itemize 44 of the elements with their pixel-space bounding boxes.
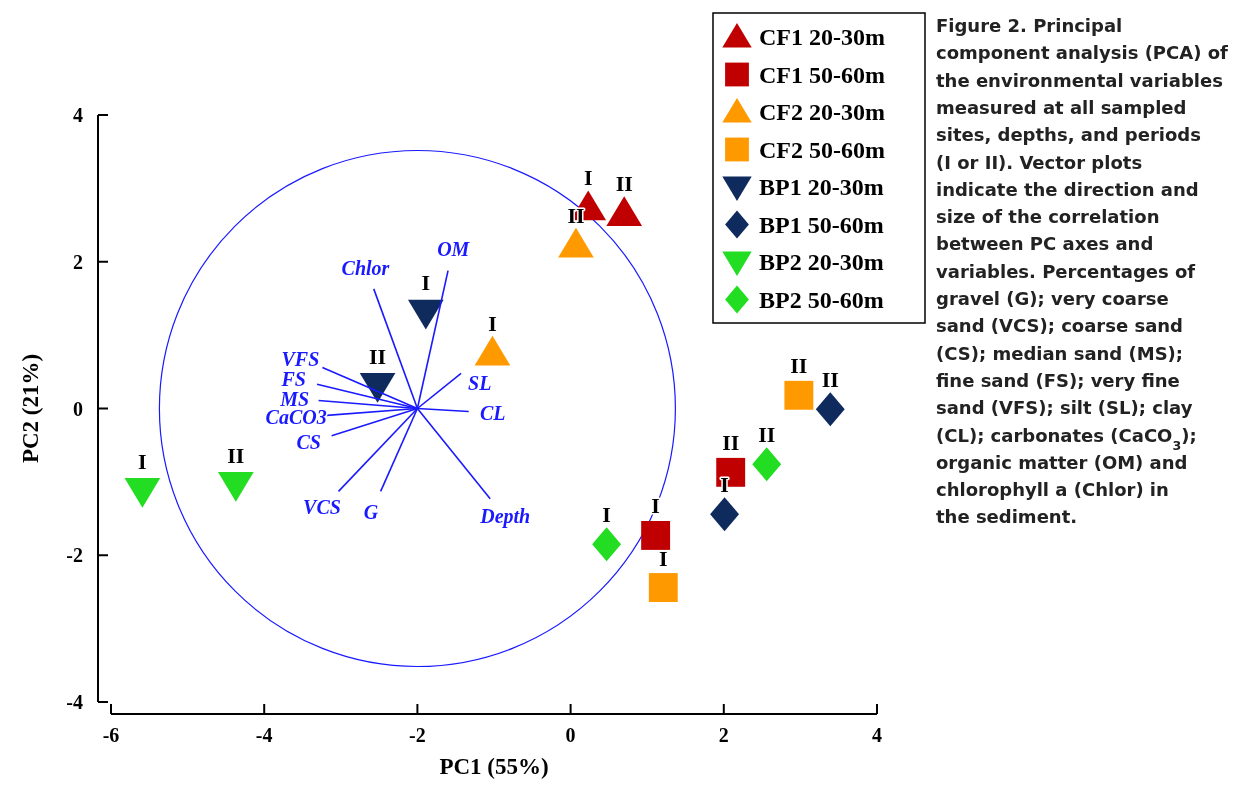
series-label: Depth	[479, 504, 531, 528]
legend-label: CF1 50-60m	[759, 61, 885, 88]
series-label: CS	[296, 431, 321, 454]
y-tick-label: 0	[73, 397, 83, 420]
y-tick-label: 4	[73, 104, 83, 126]
series-label: SL	[468, 372, 492, 395]
annotation: I	[602, 502, 611, 528]
series-label: VCS	[303, 496, 341, 519]
y-tick-label: -4	[66, 691, 83, 713]
series-label: CL	[479, 401, 506, 424]
legend-label: CF2 50-60m	[759, 136, 885, 163]
legend-label: CF2 20-30m	[759, 99, 885, 126]
x-tick-label: 4	[872, 724, 882, 746]
annotation: I	[583, 165, 593, 191]
series-label: Chlor	[341, 257, 390, 280]
annotation: II	[821, 367, 839, 393]
annotation: I	[138, 448, 147, 474]
x-tick-label: 2	[718, 724, 729, 746]
annotation: II	[722, 430, 740, 456]
annotation: II	[369, 343, 387, 369]
series-label: G	[363, 500, 379, 523]
x-tick-label: -2	[409, 724, 426, 746]
legend-label: BP1 20-30m	[759, 174, 884, 201]
series-label: OM	[437, 238, 471, 261]
text: Figure 2. Principal component analysis (PCA) of the environmental variables measured at all sampled sites, depths, and periods (I or II). Vector plots indicate the direction and size of the correlation between PC axes and variables. Percentages of gravel (G); very coarse sand (VCS); coarse sand (CS); median sand (MS); fine sand (FS); very fine sand (VFS); silt (SL); clay (CL); carbonates (CaCO$_{3}$); organic matter (OM) and chlorophyll a (Chlor) in the sediment.	[936, 15, 1228, 528]
legend-label: CF1 20-30m	[759, 24, 885, 51]
y-tick-label: -2	[66, 544, 83, 567]
annotation: II	[227, 442, 245, 468]
legend-label: BP2 20-30m	[759, 249, 884, 276]
series-label: VFS	[281, 347, 320, 370]
x-tick-label: -4	[255, 724, 273, 746]
y-axis-title: PC2 (21%)	[18, 353, 43, 464]
annotation: I	[488, 310, 497, 336]
legend-label: BP2 50-60m	[759, 286, 884, 313]
annotation: II	[790, 353, 808, 379]
x-axis-title: PC1 (55%)	[439, 754, 549, 779]
x-tick-label: 0	[565, 724, 576, 746]
annotation: II	[758, 422, 776, 448]
x-tick-label: -6	[102, 724, 120, 746]
annotation: I	[659, 545, 668, 571]
annotation: II	[615, 171, 633, 197]
annotation: I	[421, 270, 431, 296]
y-tick-label: 2	[73, 250, 83, 273]
legend-label: BP1 50-60m	[759, 211, 884, 238]
